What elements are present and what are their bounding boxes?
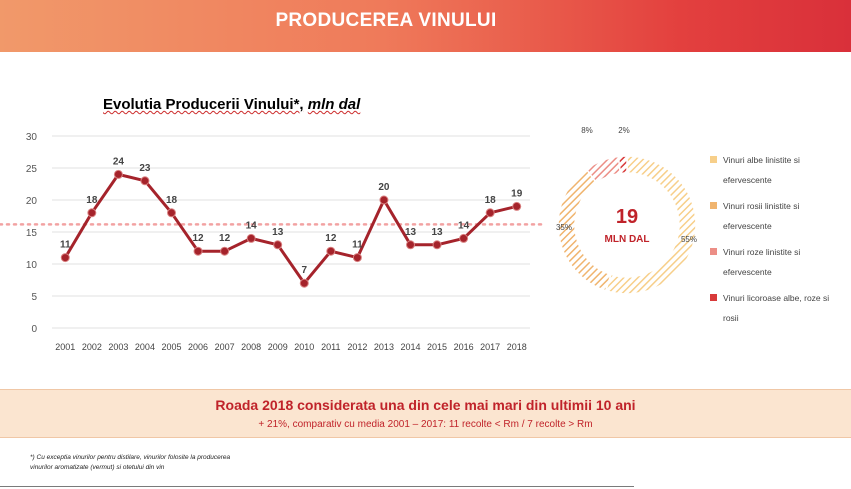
data-label: 18 xyxy=(86,195,98,206)
series-line xyxy=(63,172,518,285)
x-tick-label: 2016 xyxy=(454,342,474,352)
x-tick-label: 2009 xyxy=(268,342,288,352)
donut-center-label: MLN DAL xyxy=(605,234,650,245)
data-label: 13 xyxy=(405,227,417,238)
donut-center-value: 19 xyxy=(616,206,638,228)
slice-label: 2% xyxy=(618,126,630,135)
data-point xyxy=(273,240,283,250)
data-label: 18 xyxy=(485,195,497,206)
footnote-line: *) Cu exceptia vinurilor pentru distilar… xyxy=(30,454,231,461)
x-tick-label: 2006 xyxy=(188,342,208,352)
chart-title-unit: mln dal xyxy=(307,96,361,113)
data-label: 14 xyxy=(458,220,470,231)
slice-label: 8% xyxy=(581,126,593,135)
data-label: 14 xyxy=(246,220,258,231)
x-tick-label: 2008 xyxy=(241,342,261,352)
bottom-divider xyxy=(0,486,634,487)
donut-chart: 55% 35% 8% 2% 19 MLN DAL xyxy=(556,126,697,295)
footnote-line: vinurilor aromatizate (vermut) si otetul… xyxy=(30,464,165,471)
donut-slice xyxy=(604,155,697,295)
footnote: *) Cu exceptia vinurilor pentru distilar… xyxy=(30,453,330,473)
y-tick-label: 30 xyxy=(26,132,38,143)
data-point xyxy=(432,240,442,250)
y-tick-label: 10 xyxy=(26,260,38,271)
data-point xyxy=(485,208,495,218)
data-label: 12 xyxy=(325,233,337,244)
data-label: 23 xyxy=(139,163,151,174)
legend-label: Vinuri roze linistite si efervescente xyxy=(723,247,801,277)
data-point xyxy=(326,246,336,256)
data-label: 19 xyxy=(511,188,523,199)
x-tick-label: 2002 xyxy=(82,342,102,352)
data-label: 11 xyxy=(352,240,363,251)
x-tick-label: 2004 xyxy=(135,342,155,352)
y-tick-label: 0 xyxy=(31,324,37,335)
line-chart: 0 5 10 15 20 25 30 2001 2002 2003 2004 2005 2006 2007… xyxy=(0,132,547,352)
slice-label: 55% xyxy=(681,235,697,244)
x-tick-label: 2010 xyxy=(294,342,314,352)
legend-item: Vinuri rosii linistite si efervescente xyxy=(710,196,840,236)
legend-swatch xyxy=(710,156,717,163)
data-point xyxy=(299,278,309,288)
x-tick-label: 2018 xyxy=(507,342,527,352)
x-tick-label: 2015 xyxy=(427,342,447,352)
y-tick-label: 20 xyxy=(26,196,38,207)
data-label: 12 xyxy=(219,233,231,244)
chart-title: Evolutia Producerii Vinului*, mln dal xyxy=(103,96,360,113)
legend-item: Vinuri albe linistite si efervescente xyxy=(710,150,840,190)
data-point xyxy=(512,201,522,211)
x-tick-label: 2011 xyxy=(321,342,340,352)
page-title: PRODUCEREA VINULUI xyxy=(275,10,497,31)
donut-legend: Vinuri albe linistite si efervescente Vi… xyxy=(710,150,840,334)
legend-label: Vinuri albe linistite si efervescente xyxy=(723,155,800,185)
x-tick-label: 2014 xyxy=(400,342,420,352)
data-point xyxy=(406,240,415,250)
x-tick-label: 2005 xyxy=(161,342,181,352)
data-point xyxy=(352,253,362,263)
data-label: 7 xyxy=(301,265,307,276)
legend-item: Vinuri licoroase albe, roze si rosii xyxy=(710,288,840,328)
data-point xyxy=(113,169,123,179)
legend-item: Vinuri roze linistite si efervescente xyxy=(710,242,840,282)
data-label: 24 xyxy=(113,156,125,167)
data-label: 18 xyxy=(166,195,178,206)
x-tick-label: 2013 xyxy=(374,342,394,352)
data-label: 11 xyxy=(60,240,71,251)
legend-swatch xyxy=(710,294,717,301)
x-tick-label: 2001 xyxy=(55,342,75,352)
y-tick-label: 5 xyxy=(31,292,37,303)
legend-swatch xyxy=(710,248,717,255)
x-tick-label: 2003 xyxy=(108,342,128,352)
slice-label: 35% xyxy=(556,223,572,232)
data-point xyxy=(459,233,469,243)
y-tick-label: 15 xyxy=(26,228,38,239)
harvest-callout: Roada 2018 considerata una din cele mai … xyxy=(0,389,851,438)
data-point xyxy=(193,246,203,256)
y-tick-label: 25 xyxy=(26,164,38,175)
x-tick-label: 2007 xyxy=(215,342,235,352)
donut-slice xyxy=(617,155,628,175)
header-banner: PRODUCEREA VINULUI xyxy=(0,0,851,52)
data-label: 20 xyxy=(378,182,390,193)
data-label: 13 xyxy=(272,227,284,238)
x-tick-label: 2017 xyxy=(480,342,500,352)
data-point xyxy=(60,253,70,263)
data-point xyxy=(379,195,389,205)
data-point xyxy=(220,246,230,256)
data-point xyxy=(140,176,150,186)
data-label: 13 xyxy=(431,227,443,238)
data-point xyxy=(167,208,176,218)
callout-subline: + 21%, comparativ cu media 2001 – 2017: … xyxy=(258,419,593,430)
data-point xyxy=(87,208,97,218)
callout-headline: Roada 2018 considerata una din cele mai … xyxy=(215,397,636,413)
chart-title-main: Evolutia Producerii Vinului*, xyxy=(103,96,304,113)
data-label: 12 xyxy=(192,233,204,244)
legend-swatch xyxy=(710,202,717,209)
legend-label: Vinuri licoroase albe, roze si rosii xyxy=(723,293,830,323)
data-point xyxy=(246,233,256,243)
legend-label: Vinuri rosii linistite si efervescente xyxy=(723,201,800,231)
x-tick-label: 2012 xyxy=(347,342,367,352)
